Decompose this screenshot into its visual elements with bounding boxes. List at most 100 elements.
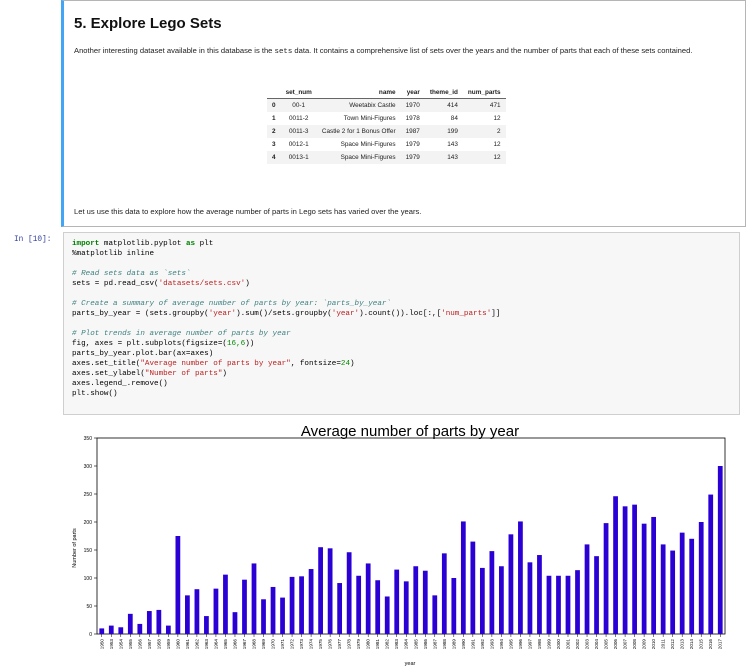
explore-paragraph: Let us use this data to explore how the …	[74, 207, 422, 216]
bar	[242, 579, 247, 634]
cell-num-parts: 471	[462, 98, 506, 112]
bar	[403, 581, 409, 634]
table-row: 1 0011-2 Town Mini-Figures 1978 84 12	[267, 112, 506, 125]
bar	[327, 548, 333, 634]
column-header-num-parts: num_parts	[462, 87, 506, 99]
bar	[280, 597, 285, 634]
x-tick-label: 2003	[585, 639, 590, 650]
cell-set-num: 0013-1	[280, 151, 317, 164]
code-comment: # Create a summary of average number of …	[72, 300, 391, 308]
x-tick-label: 1985	[413, 639, 418, 650]
x-tick-label: 1958	[156, 639, 161, 650]
cell-name: Town Mini-Figures	[343, 115, 396, 122]
x-tick-label: 1960	[175, 639, 180, 650]
x-tick-label: 1979	[356, 639, 361, 650]
x-tick-label: 1986	[423, 639, 428, 650]
code-string: 'year'	[331, 310, 360, 318]
code-keyword: as	[185, 240, 196, 248]
bar	[232, 612, 238, 634]
bar	[194, 589, 200, 634]
cell-year: 1979	[405, 141, 420, 148]
code-string: 'datasets/sets.csv'	[158, 280, 246, 288]
x-tick-label: 1974	[309, 639, 314, 650]
bar	[546, 575, 552, 634]
bar	[99, 628, 105, 634]
x-tick-label: 1990	[461, 639, 466, 650]
x-tick-label: 2007	[623, 639, 628, 650]
bar	[489, 551, 495, 634]
x-tick-label: 1999	[546, 639, 551, 650]
bar	[270, 586, 276, 634]
x-tick-label: 1963	[204, 639, 209, 650]
x-tick-label: 1994	[499, 639, 504, 650]
row-index: 2	[267, 125, 281, 138]
bar	[127, 613, 133, 634]
y-tick-label: 50	[86, 604, 92, 610]
code-line: parts_by_year = (sets.groupby('year').su…	[72, 309, 500, 319]
code-text: )	[350, 360, 355, 368]
code-number: 16,6	[226, 340, 246, 348]
x-tick-label: 1966	[232, 639, 237, 650]
x-tick-label: 1964	[213, 639, 218, 650]
table-header-row: set_num name year theme_id num_parts	[267, 87, 506, 99]
x-tick-label: 1968	[252, 639, 257, 650]
code-string: 'num_parts'	[441, 310, 492, 318]
x-tick-label: 2002	[575, 639, 580, 650]
bar	[213, 588, 219, 634]
bar	[346, 552, 352, 634]
x-tick-label: 2008	[632, 639, 637, 650]
bar	[670, 550, 676, 634]
x-tick-label: 1981	[375, 639, 380, 650]
bar	[251, 563, 257, 634]
row-index: 3	[272, 141, 276, 148]
y-tick-label: 150	[84, 548, 93, 554]
x-tick-label: 1978	[347, 639, 352, 650]
code-line-blank	[72, 259, 500, 269]
bar	[108, 625, 114, 634]
x-tick-label: 1965	[223, 639, 228, 650]
cell-theme-id: 143	[424, 151, 463, 164]
intro-text-a: Another interesting dataset available in…	[74, 46, 275, 55]
x-tick-label: 1995	[508, 639, 513, 650]
bar	[413, 566, 419, 634]
bar	[175, 536, 181, 634]
bar	[660, 544, 666, 634]
x-tick-label: 1973	[299, 639, 304, 650]
code-line-blank	[72, 289, 500, 299]
column-header-name: name	[316, 87, 401, 99]
x-tick-label: 1967	[242, 639, 247, 650]
bar	[479, 567, 485, 634]
bar	[717, 466, 723, 634]
x-tick-label: 1955	[128, 639, 133, 650]
x-tick-label: 1953	[109, 639, 114, 650]
bar	[165, 625, 171, 634]
bar	[118, 627, 124, 634]
x-tick-label: 1972	[290, 639, 295, 650]
code-block[interactable]: import matplotlib.pyplot as plt %matplot…	[72, 239, 500, 399]
bar	[470, 541, 476, 634]
cell-num-parts: 12	[493, 141, 501, 148]
bar	[584, 544, 590, 634]
chart-title: Average number of parts by year	[301, 423, 519, 440]
code-line: fig, axes = plt.subplots(figsize=(16,6))	[72, 339, 500, 349]
x-tick-label: 1950	[99, 639, 104, 650]
markdown-cell[interactable]: 5. Explore Lego Sets Another interesting…	[61, 0, 746, 227]
cell-year: 1987	[400, 125, 425, 138]
y-axis-label: Number of parts	[72, 528, 78, 568]
x-tick-label: 2004	[594, 639, 599, 650]
cell-set-num: 0011-3	[280, 125, 317, 138]
code-line: %matplotlib inline	[72, 250, 155, 258]
code-text: parts_by_year = (sets.groupby(	[72, 310, 209, 318]
code-text: axes.set_title(	[72, 360, 141, 368]
x-tick-label: 2009	[642, 639, 647, 650]
bar	[537, 555, 542, 634]
plot-area: 0 50 100 150 200 250 300 350 1950 1953 1954 1955 195…	[84, 436, 726, 650]
bar	[499, 566, 504, 634]
bar	[508, 534, 514, 634]
x-tick-label: 2005	[604, 639, 609, 650]
code-cell-editor[interactable]: import matplotlib.pyplot as plt %matplot…	[63, 232, 740, 415]
cell-num-parts: 12	[493, 115, 501, 122]
y-tick-label: 250	[84, 492, 93, 498]
code-text: ]]	[491, 310, 501, 318]
bar	[451, 578, 457, 634]
